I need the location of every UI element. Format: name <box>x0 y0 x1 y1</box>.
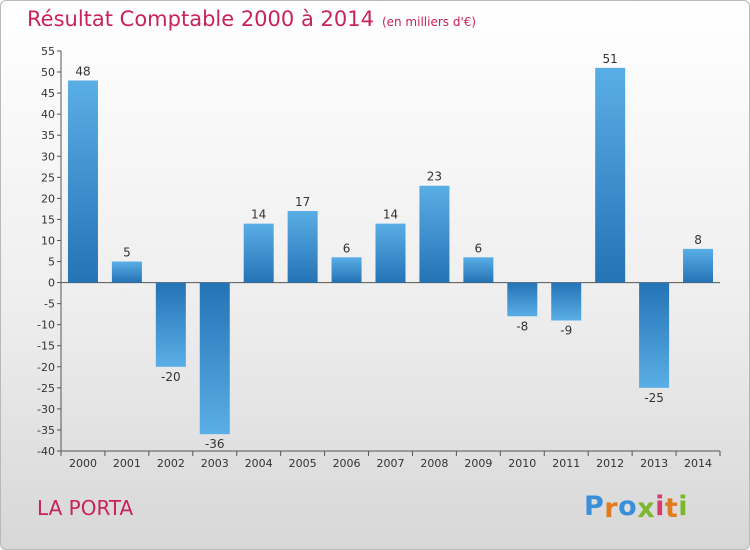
x-tick-label: 2009 <box>464 457 492 470</box>
bar <box>67 80 98 283</box>
y-tick-label: 10 <box>41 234 55 247</box>
logo-letter: t <box>664 493 679 524</box>
x-tick-label: 2013 <box>640 457 668 470</box>
bar <box>199 282 230 435</box>
data-label: 23 <box>427 170 442 184</box>
bar <box>155 282 186 367</box>
x-tick-label: 2008 <box>420 457 448 470</box>
y-tick-label: -25 <box>37 382 55 395</box>
data-label: 5 <box>123 246 131 260</box>
bar <box>419 185 450 283</box>
bar <box>639 282 670 388</box>
chart-title: Résultat Comptable 2000 à 2014 (en millie… <box>27 7 476 31</box>
y-tick-label: -5 <box>44 298 55 311</box>
logo-letter: x <box>637 493 656 524</box>
x-tick-label: 2003 <box>201 457 229 470</box>
commune-name: LA PORTA <box>37 496 134 520</box>
chart-unit-text: (en milliers d'€) <box>381 15 477 29</box>
x-tick-label: 2011 <box>552 457 580 470</box>
data-label: 14 <box>251 208 266 222</box>
bar <box>375 223 406 283</box>
bar <box>507 282 538 317</box>
y-tick-label: 20 <box>41 192 55 205</box>
data-label: 6 <box>475 241 483 255</box>
data-label: -36 <box>205 437 225 451</box>
data-label: 8 <box>694 233 702 247</box>
logo-letter: o <box>618 491 638 522</box>
data-label: 51 <box>603 52 618 66</box>
y-tick-label: 35 <box>41 129 55 142</box>
chart-title-text: Résultat Comptable 2000 à 2014 <box>27 7 374 31</box>
x-tick-label: 2000 <box>69 457 97 470</box>
x-tick-label: 2001 <box>113 457 141 470</box>
data-label: -9 <box>560 323 572 337</box>
y-tick-label: -20 <box>37 361 55 374</box>
y-tick-label: 40 <box>41 108 55 121</box>
logo-letter: r <box>604 493 619 524</box>
bar <box>111 261 142 283</box>
bar <box>595 67 626 283</box>
y-tick-label: 15 <box>41 213 55 226</box>
logo-letter: P <box>584 491 605 522</box>
logo-letter: i <box>678 491 689 522</box>
x-tick-label: 2007 <box>377 457 405 470</box>
proxiti-logo: Proxiti <box>584 491 689 524</box>
bar <box>287 211 318 283</box>
data-label: 6 <box>343 241 351 255</box>
bar <box>331 257 362 283</box>
y-tick-label: 55 <box>41 45 55 58</box>
x-tick-label: 2012 <box>596 457 624 470</box>
bar <box>551 282 582 321</box>
y-tick-label: -30 <box>37 403 55 416</box>
data-label: -25 <box>644 391 664 405</box>
y-tick-label: -15 <box>37 340 55 353</box>
y-tick-label: 25 <box>41 171 55 184</box>
y-tick-label: 30 <box>41 150 55 163</box>
x-tick-label: 2010 <box>508 457 536 470</box>
data-label: -8 <box>516 319 528 333</box>
x-tick-label: 2014 <box>684 457 712 470</box>
x-tick-label: 2005 <box>289 457 317 470</box>
data-label: -20 <box>161 370 181 384</box>
bar <box>463 257 494 283</box>
bar <box>683 248 714 283</box>
y-tick-label: -10 <box>37 319 55 332</box>
y-tick-label: -35 <box>37 424 55 437</box>
logo-letter: i <box>655 491 665 522</box>
y-tick-label: 0 <box>48 277 55 290</box>
y-tick-label: -40 <box>37 445 55 458</box>
y-tick-label: 5 <box>48 256 55 269</box>
bar <box>243 223 274 283</box>
data-label: 14 <box>383 208 398 222</box>
data-label: 17 <box>295 195 310 209</box>
x-tick-label: 2002 <box>157 457 185 470</box>
x-tick-label: 2006 <box>333 457 361 470</box>
y-tick-label: 50 <box>41 66 55 79</box>
x-tick-label: 2004 <box>245 457 273 470</box>
data-label: 48 <box>75 64 90 78</box>
y-tick-label: 45 <box>41 87 55 100</box>
